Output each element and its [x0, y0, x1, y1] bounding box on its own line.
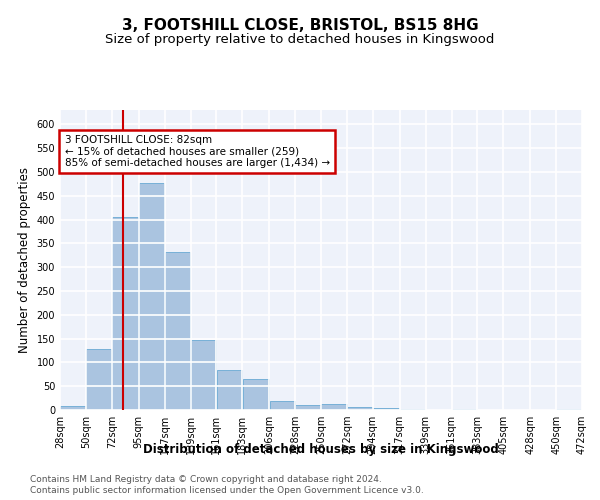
Text: Size of property relative to detached houses in Kingswood: Size of property relative to detached ho… [106, 32, 494, 46]
Bar [295, 405, 321, 410]
Bar [556, 408, 582, 410]
Text: Distribution of detached houses by size in Kingswood: Distribution of detached houses by size … [143, 442, 499, 456]
Text: 3, FOOTSHILL CLOSE, BRISTOL, BS15 8HG: 3, FOOTSHILL CLOSE, BRISTOL, BS15 8HG [122, 18, 478, 32]
Bar [191, 340, 216, 410]
Bar [86, 349, 112, 410]
Text: Contains HM Land Registry data © Crown copyright and database right 2024.: Contains HM Land Registry data © Crown c… [30, 475, 382, 484]
Bar [321, 404, 347, 410]
Bar [60, 406, 86, 410]
Bar [373, 408, 400, 410]
Bar [165, 252, 190, 410]
Bar [217, 370, 242, 410]
Text: Contains public sector information licensed under the Open Government Licence v3: Contains public sector information licen… [30, 486, 424, 495]
Bar [242, 379, 269, 410]
Bar [452, 408, 477, 410]
Bar [347, 407, 373, 410]
Bar [112, 217, 139, 410]
Bar [269, 402, 295, 410]
Bar [139, 184, 164, 410]
Y-axis label: Number of detached properties: Number of detached properties [18, 167, 31, 353]
Bar [400, 409, 425, 410]
Text: 3 FOOTSHILL CLOSE: 82sqm
← 15% of detached houses are smaller (259)
85% of semi-: 3 FOOTSHILL CLOSE: 82sqm ← 15% of detach… [65, 135, 330, 168]
